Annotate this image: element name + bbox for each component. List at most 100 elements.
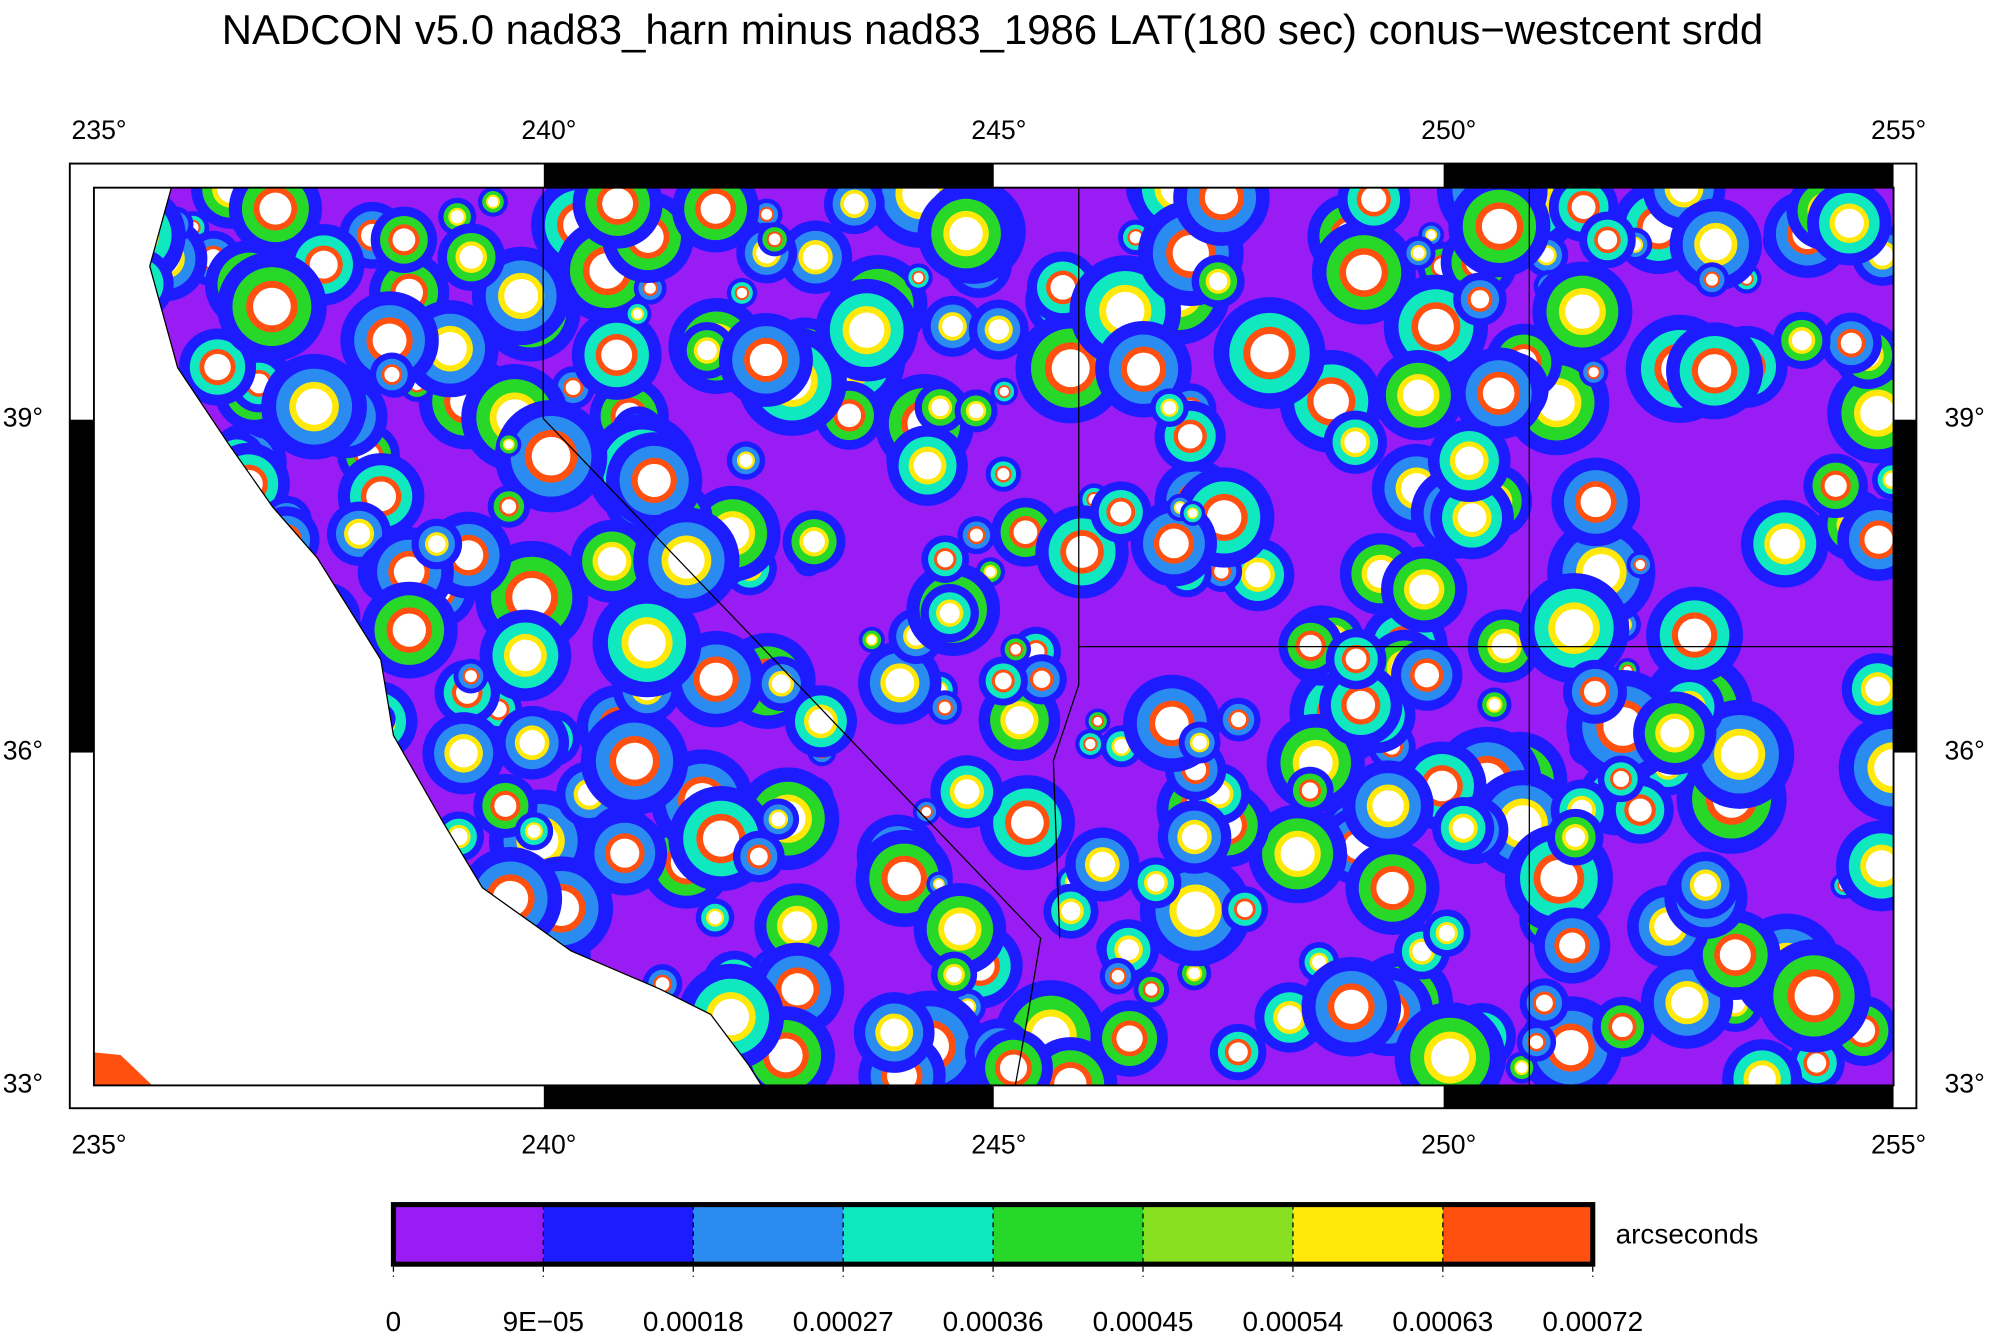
raster-blob — [921, 806, 932, 817]
colorbar-label: 0.00063 — [1392, 1306, 1493, 1337]
raster-blob — [372, 323, 407, 358]
lon-label: 235° — [71, 115, 126, 145]
raster-blob — [1583, 680, 1606, 703]
raster-blob — [934, 879, 944, 889]
raster-blob — [392, 613, 426, 647]
raster-blob — [781, 973, 814, 1006]
raster-blob — [1277, 1005, 1302, 1030]
raster-blob — [699, 662, 733, 696]
raster-blob — [616, 742, 653, 780]
raster-blob — [1693, 873, 1717, 897]
raster-blob — [1669, 187, 1699, 203]
raster-blob — [309, 250, 338, 279]
raster-blob — [1791, 330, 1812, 351]
raster-blob — [1147, 874, 1165, 892]
raster-blob — [782, 911, 812, 941]
lon-label: 255° — [1871, 115, 1926, 145]
raster-blob — [843, 193, 865, 215]
raster-blob — [1588, 367, 1599, 378]
raster-blob — [1748, 1065, 1776, 1086]
raster-blob — [1613, 770, 1629, 787]
colorbar-unit: arcseconds — [1616, 1219, 1759, 1250]
raster-blob — [1051, 349, 1090, 388]
colorbar-swatch — [1143, 1204, 1293, 1265]
raster-blob — [1565, 827, 1586, 847]
raster-blob — [348, 522, 371, 545]
raster-blob — [1228, 1042, 1248, 1062]
raster-blob — [1129, 231, 1142, 244]
raster-blob — [1372, 790, 1404, 822]
raster-blob — [366, 481, 397, 512]
raster-blob — [1280, 836, 1315, 871]
raster-blob — [519, 730, 545, 756]
raster-blob — [501, 499, 517, 514]
raster-blob — [768, 1038, 803, 1073]
frame-segment — [543, 163, 994, 188]
raster-blob — [531, 436, 571, 476]
raster-blob — [1162, 401, 1177, 415]
raster-blob — [1597, 230, 1618, 250]
raster-blob — [1571, 195, 1596, 220]
raster-blob — [527, 824, 541, 838]
raster-blob — [1118, 939, 1140, 961]
lon-label: 245° — [971, 115, 1026, 145]
lat-label: 39° — [1944, 403, 1984, 433]
raster-blob — [1301, 782, 1319, 799]
lat-label: 36° — [1944, 736, 1984, 766]
raster-blob — [1159, 528, 1189, 559]
raster-blob — [1794, 976, 1834, 1016]
raster-blob — [938, 701, 951, 714]
raster-blob — [1345, 648, 1367, 670]
ocean-patch — [93, 1052, 153, 1086]
state-line — [1052, 187, 1080, 939]
colorbar-label: 0.00072 — [1542, 1306, 1643, 1337]
raster-blob — [295, 388, 333, 425]
raster-blob — [761, 208, 773, 220]
raster-blob — [1806, 1053, 1827, 1073]
raster-blob — [450, 210, 464, 224]
raster-blob — [1005, 706, 1034, 735]
raster-blob — [849, 312, 885, 348]
raster-blob — [1565, 294, 1600, 329]
raster-blob — [1250, 333, 1289, 373]
lat-label: 39° — [3, 403, 43, 433]
raster-blob — [602, 188, 634, 220]
raster-blob — [1344, 431, 1367, 454]
raster-blob — [1559, 932, 1586, 959]
raster-blob — [1114, 739, 1129, 754]
raster-blob — [1010, 644, 1021, 655]
colorbar-swatch — [393, 1204, 544, 1265]
raster-blob — [1628, 798, 1652, 822]
state-line — [542, 187, 1042, 1086]
raster-blob — [504, 440, 514, 449]
raster-blob — [1236, 901, 1253, 918]
raster-blob — [885, 668, 915, 698]
colorbar-label: 0 — [386, 1306, 402, 1337]
raster-blob — [712, 998, 750, 1036]
raster-blob — [968, 403, 984, 419]
raster-blob — [1412, 247, 1425, 259]
lon-label: 240° — [521, 115, 576, 145]
title: NADCON v5.0 nad83_harn minus nad83_1986 … — [222, 6, 1763, 53]
raster-blob — [1412, 941, 1432, 962]
raster-blob — [644, 282, 656, 294]
raster-blob — [697, 340, 717, 361]
raster-blob — [459, 245, 483, 269]
frame-segment — [1893, 419, 1917, 753]
raster-blob — [880, 1018, 909, 1047]
lon-label: 245° — [971, 1129, 1026, 1159]
raster-blob — [944, 913, 976, 946]
lat-label: 33° — [1944, 1068, 1984, 1098]
raster-blob — [1864, 525, 1893, 554]
colorbar-label: 9E−05 — [503, 1306, 584, 1337]
raster-blob — [771, 674, 791, 694]
raster-blob — [1106, 291, 1145, 331]
raster-blob — [504, 279, 539, 313]
raster-blob — [1192, 735, 1207, 750]
raster-blob — [1376, 871, 1409, 905]
raster-blob — [1050, 275, 1076, 300]
raster-blob — [1452, 817, 1474, 839]
colorbar-label: 0.00027 — [793, 1306, 894, 1337]
raster-blob — [601, 339, 633, 371]
